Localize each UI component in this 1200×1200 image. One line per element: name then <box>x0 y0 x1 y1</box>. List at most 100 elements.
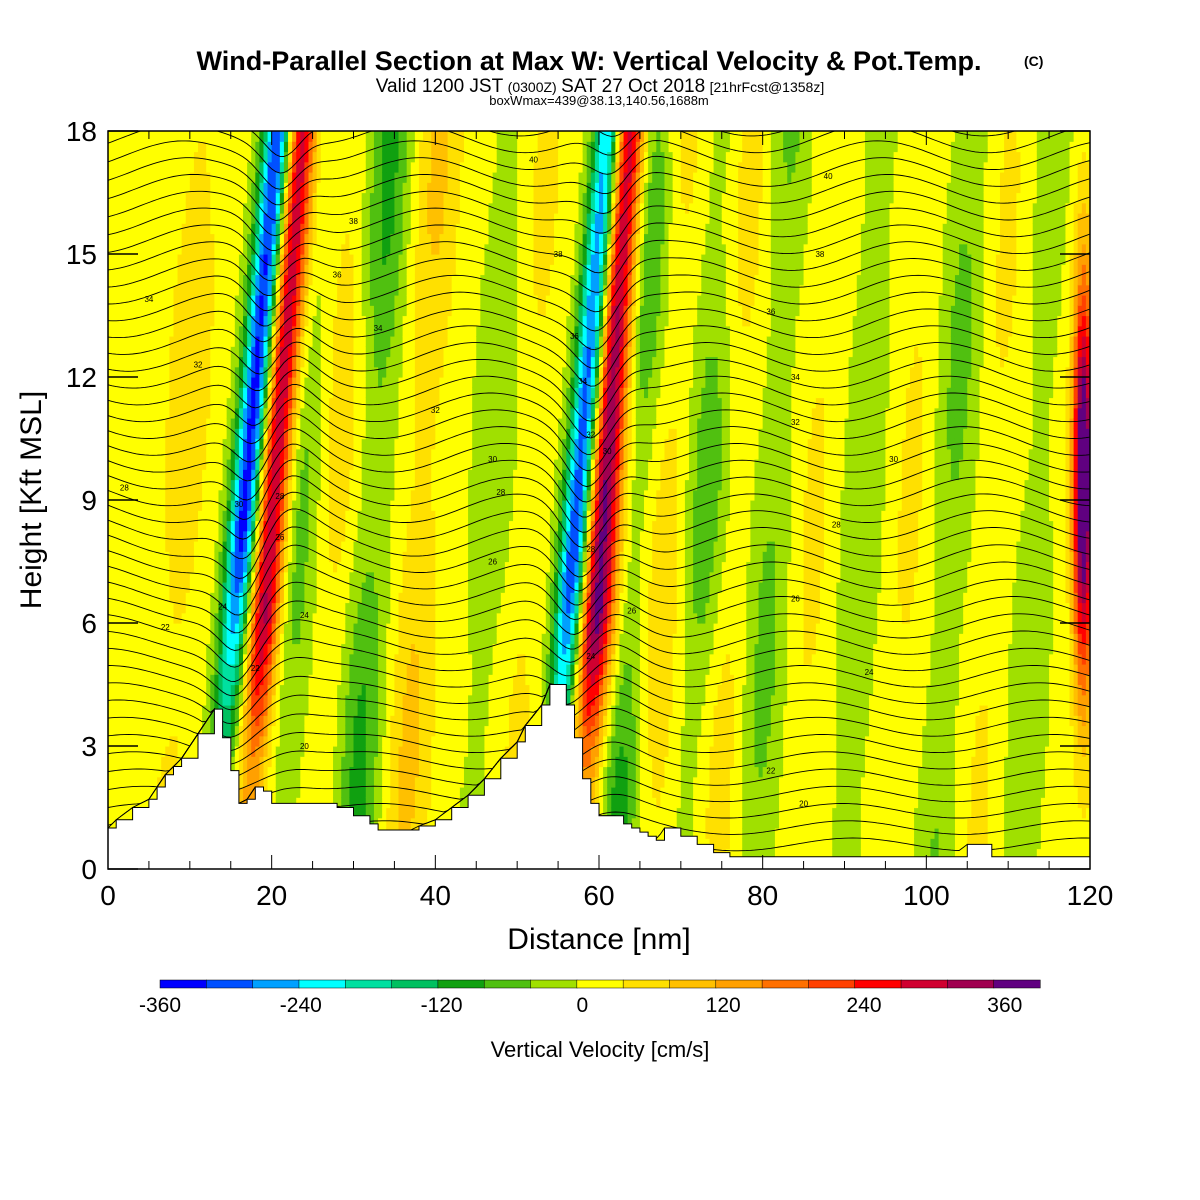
velocity-cell <box>185 664 191 675</box>
velocity-cell <box>255 746 260 757</box>
velocity-cell <box>226 684 232 696</box>
velocity-cell <box>132 284 138 296</box>
velocity-cell <box>312 684 318 696</box>
velocity-cell <box>255 766 260 778</box>
velocity-cell <box>222 274 228 286</box>
velocity-cell <box>112 561 117 573</box>
velocity-cell <box>206 705 211 716</box>
velocity-cell <box>193 653 199 665</box>
velocity-cell <box>292 387 297 399</box>
velocity-cell <box>251 612 256 624</box>
velocity-cell <box>341 397 346 409</box>
velocity-cell <box>255 448 260 460</box>
velocity-cell <box>271 489 277 501</box>
velocity-cell <box>320 735 326 747</box>
velocity-cell <box>353 653 359 665</box>
velocity-cell <box>148 520 154 532</box>
velocity-cell <box>300 530 305 542</box>
velocity-cell <box>378 346 383 358</box>
velocity-cell <box>173 561 179 573</box>
velocity-cell <box>193 397 199 409</box>
velocity-cell <box>357 131 363 142</box>
velocity-cell <box>357 653 363 665</box>
velocity-cell <box>185 397 191 409</box>
velocity-cell <box>116 223 121 235</box>
velocity-cell <box>238 172 244 183</box>
velocity-cell <box>308 213 314 224</box>
velocity-cell <box>308 469 314 481</box>
velocity-cell <box>193 346 199 358</box>
velocity-cell <box>267 725 273 737</box>
velocity-cell <box>324 366 330 378</box>
velocity-cell <box>198 694 203 706</box>
velocity-cell <box>349 264 355 276</box>
velocity-cell <box>140 725 146 737</box>
velocity-cell <box>308 438 314 450</box>
velocity-cell <box>222 623 228 634</box>
velocity-cell <box>148 489 154 501</box>
velocity-cell <box>288 500 293 511</box>
velocity-cell <box>324 746 330 757</box>
velocity-cell <box>247 428 252 440</box>
velocity-cell <box>177 551 183 563</box>
velocity-cell <box>136 346 142 358</box>
velocity-cell <box>198 489 203 501</box>
velocity-cell <box>324 694 330 706</box>
velocity-cell <box>353 295 359 306</box>
velocity-cell <box>279 725 285 737</box>
velocity-cell <box>153 274 158 286</box>
velocity-cell <box>353 264 359 276</box>
velocity-cell <box>247 715 252 727</box>
velocity-cell <box>161 377 166 388</box>
velocity-cell <box>120 735 125 747</box>
velocity-cell <box>333 366 338 378</box>
velocity-cell <box>177 233 183 245</box>
velocity-cell <box>140 530 146 542</box>
velocity-cell <box>140 684 146 696</box>
velocity-cell <box>320 541 326 552</box>
velocity-cell <box>259 161 265 173</box>
velocity-cell <box>169 131 175 142</box>
velocity-cell <box>255 459 260 470</box>
velocity-cell <box>341 561 346 573</box>
velocity-cell <box>243 202 248 214</box>
velocity-cell <box>300 151 305 163</box>
velocity-cell <box>316 479 322 491</box>
velocity-cell <box>165 715 170 727</box>
velocity-cell <box>259 551 265 563</box>
velocity-cell <box>161 233 166 245</box>
velocity-cell <box>181 336 187 347</box>
velocity-cell <box>140 264 146 276</box>
velocity-cell <box>365 192 371 204</box>
velocity-cell <box>378 459 383 470</box>
velocity-cell <box>345 694 351 706</box>
velocity-cell <box>169 151 175 163</box>
velocity-cell <box>132 602 138 614</box>
velocity-cell <box>328 520 334 532</box>
velocity-cell <box>369 182 375 194</box>
velocity-cell <box>292 448 297 460</box>
velocity-cell <box>161 510 166 522</box>
velocity-cell <box>202 633 207 645</box>
velocity-cell <box>136 705 142 716</box>
velocity-cell <box>288 664 293 675</box>
velocity-cell <box>369 377 375 388</box>
velocity-cell <box>341 530 346 542</box>
velocity-cell <box>165 428 170 440</box>
velocity-cell <box>353 592 359 604</box>
velocity-cell <box>263 315 269 327</box>
velocity-cell <box>210 387 215 399</box>
velocity-cell <box>369 387 375 399</box>
velocity-cell <box>218 192 224 204</box>
velocity-cell <box>382 305 387 317</box>
velocity-cell <box>361 510 367 522</box>
velocity-cell <box>328 623 334 634</box>
velocity-cell <box>185 469 191 481</box>
velocity-cell <box>259 131 265 142</box>
velocity-cell <box>157 489 162 501</box>
velocity-cell <box>365 797 371 809</box>
velocity-cell <box>120 336 125 347</box>
velocity-cell <box>296 161 301 173</box>
velocity-cell <box>120 561 125 573</box>
forecast-info: [21hrFcst@1358z] <box>710 79 825 95</box>
